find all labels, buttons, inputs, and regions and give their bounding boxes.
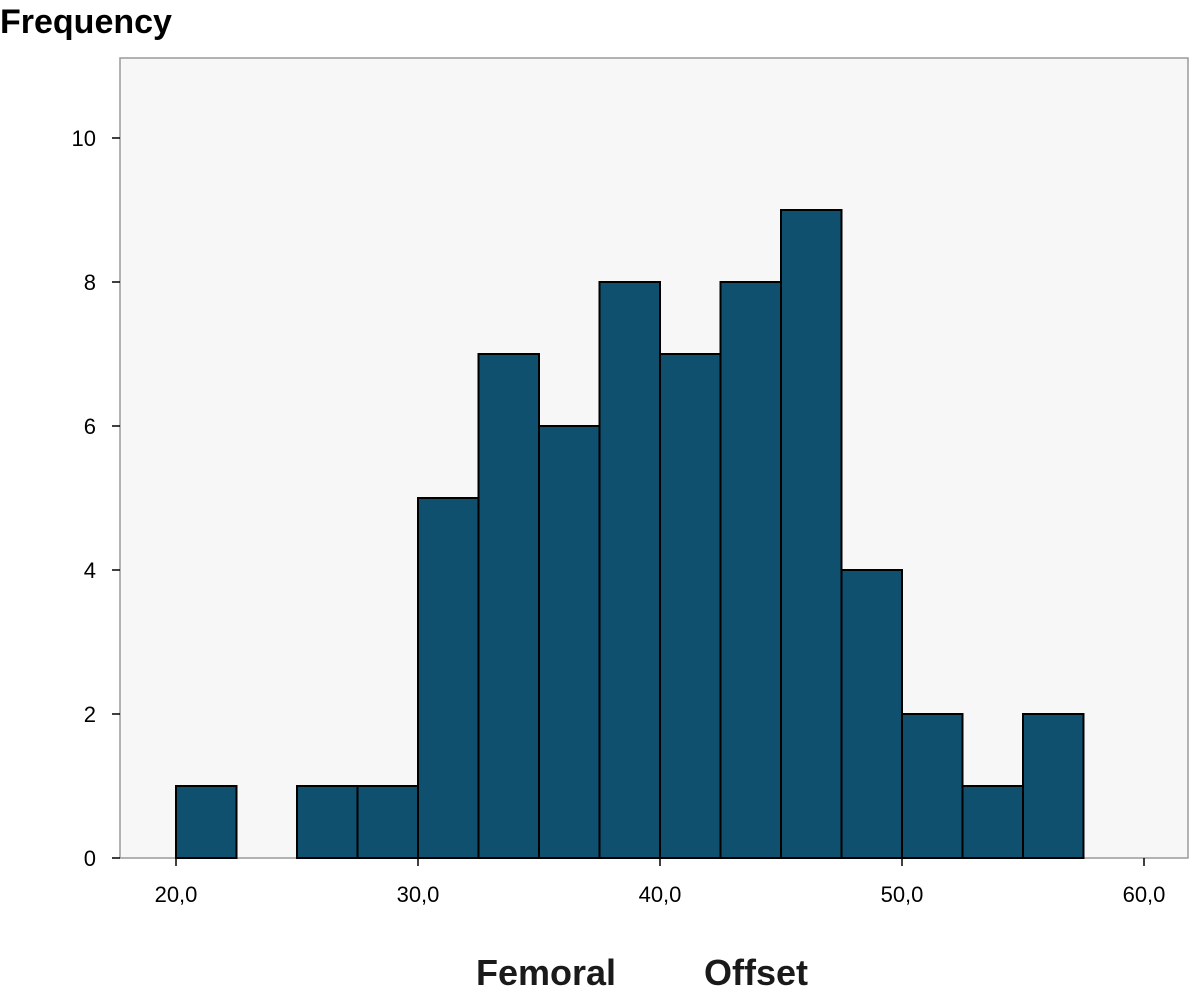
histogram-bar-2 bbox=[296, 785, 359, 859]
x-tick-label: 40,0 bbox=[639, 882, 682, 907]
y-tick-label: 2 bbox=[84, 702, 96, 727]
x-axis-title-word-femoral: Femoral bbox=[476, 952, 616, 987]
y-tick-label: 0 bbox=[84, 846, 96, 871]
y-tick-label: 4 bbox=[84, 558, 96, 583]
y-tick-label: 10 bbox=[72, 126, 96, 151]
histogram-bar-9 bbox=[719, 281, 782, 859]
histogram-bar-3 bbox=[356, 785, 419, 859]
x-tick-label: 20,0 bbox=[155, 882, 198, 907]
x-tick-label: 60,0 bbox=[1123, 882, 1166, 907]
y-axis: 0 2 4 6 8 10 bbox=[72, 126, 120, 871]
x-tick-label: 50,0 bbox=[881, 882, 924, 907]
histogram-bar-11 bbox=[840, 569, 903, 859]
x-tick-label: 30,0 bbox=[397, 882, 440, 907]
y-tick-label: 6 bbox=[84, 414, 96, 439]
histogram-bar-10 bbox=[780, 209, 843, 859]
histogram-bar-6 bbox=[538, 425, 601, 859]
y-tick-label: 8 bbox=[84, 270, 96, 295]
x-axis-title-word-offset: Offset bbox=[704, 952, 808, 987]
histogram-bar-4 bbox=[417, 497, 480, 859]
y-axis-title: Frequency bbox=[0, 3, 172, 41]
histogram-bar-13 bbox=[961, 785, 1024, 859]
histogram-bar-8 bbox=[659, 353, 722, 859]
histogram-bar-5 bbox=[477, 353, 540, 859]
histogram-bar-7 bbox=[598, 281, 661, 859]
bars-group bbox=[175, 209, 1085, 859]
histogram-bar-1 bbox=[175, 785, 238, 859]
x-axis: 20,0 30,0 40,0 50,0 60,0 bbox=[155, 858, 1166, 907]
histogram-bar-12 bbox=[901, 713, 964, 859]
histogram-bar-14 bbox=[1022, 713, 1085, 859]
